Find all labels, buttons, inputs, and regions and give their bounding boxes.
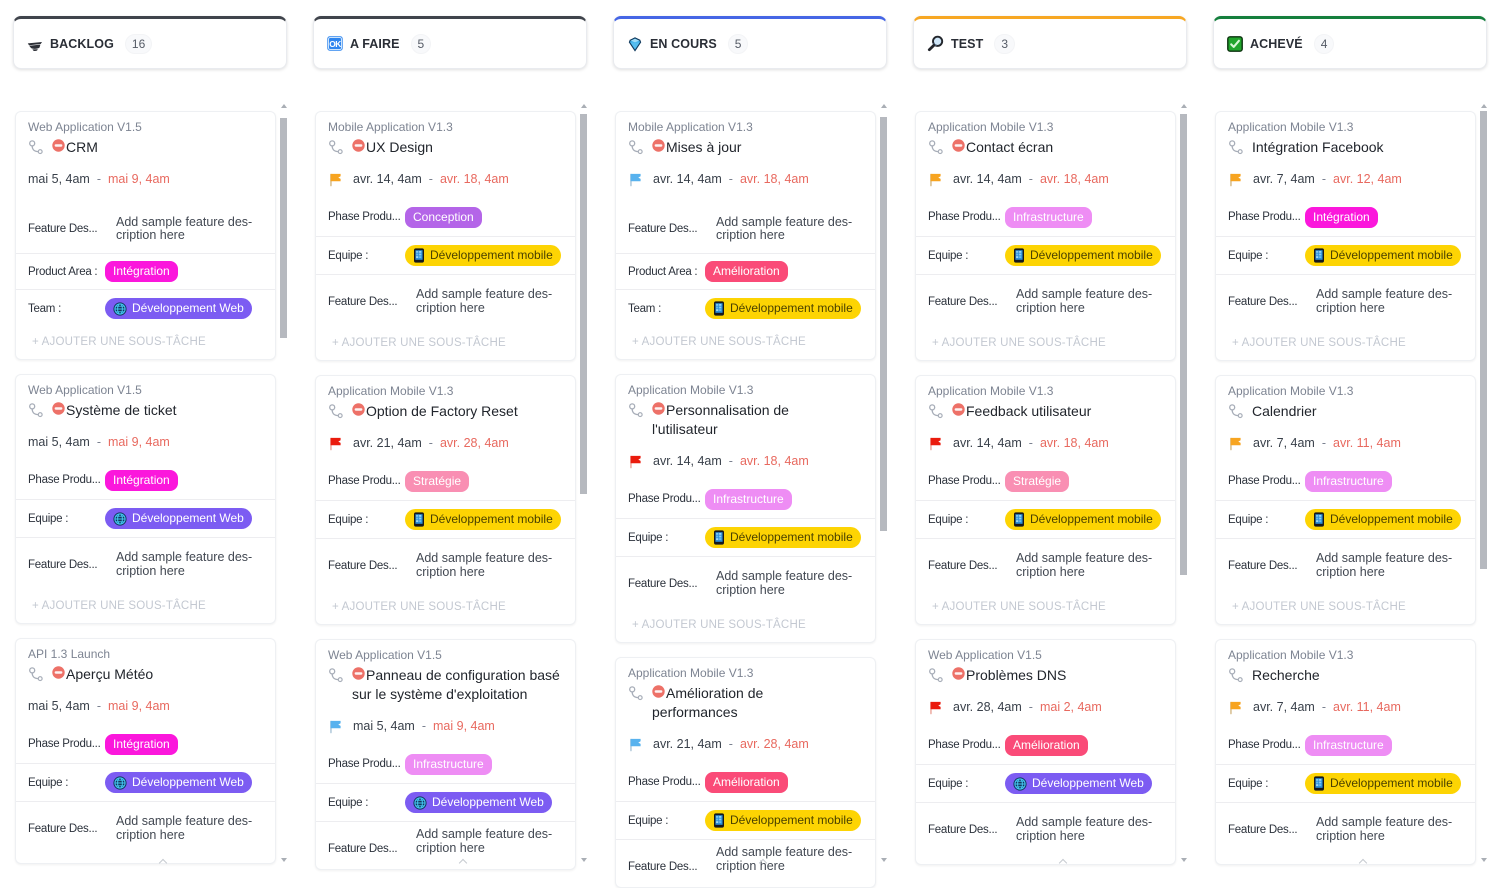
svg-text:OK: OK — [329, 39, 341, 49]
